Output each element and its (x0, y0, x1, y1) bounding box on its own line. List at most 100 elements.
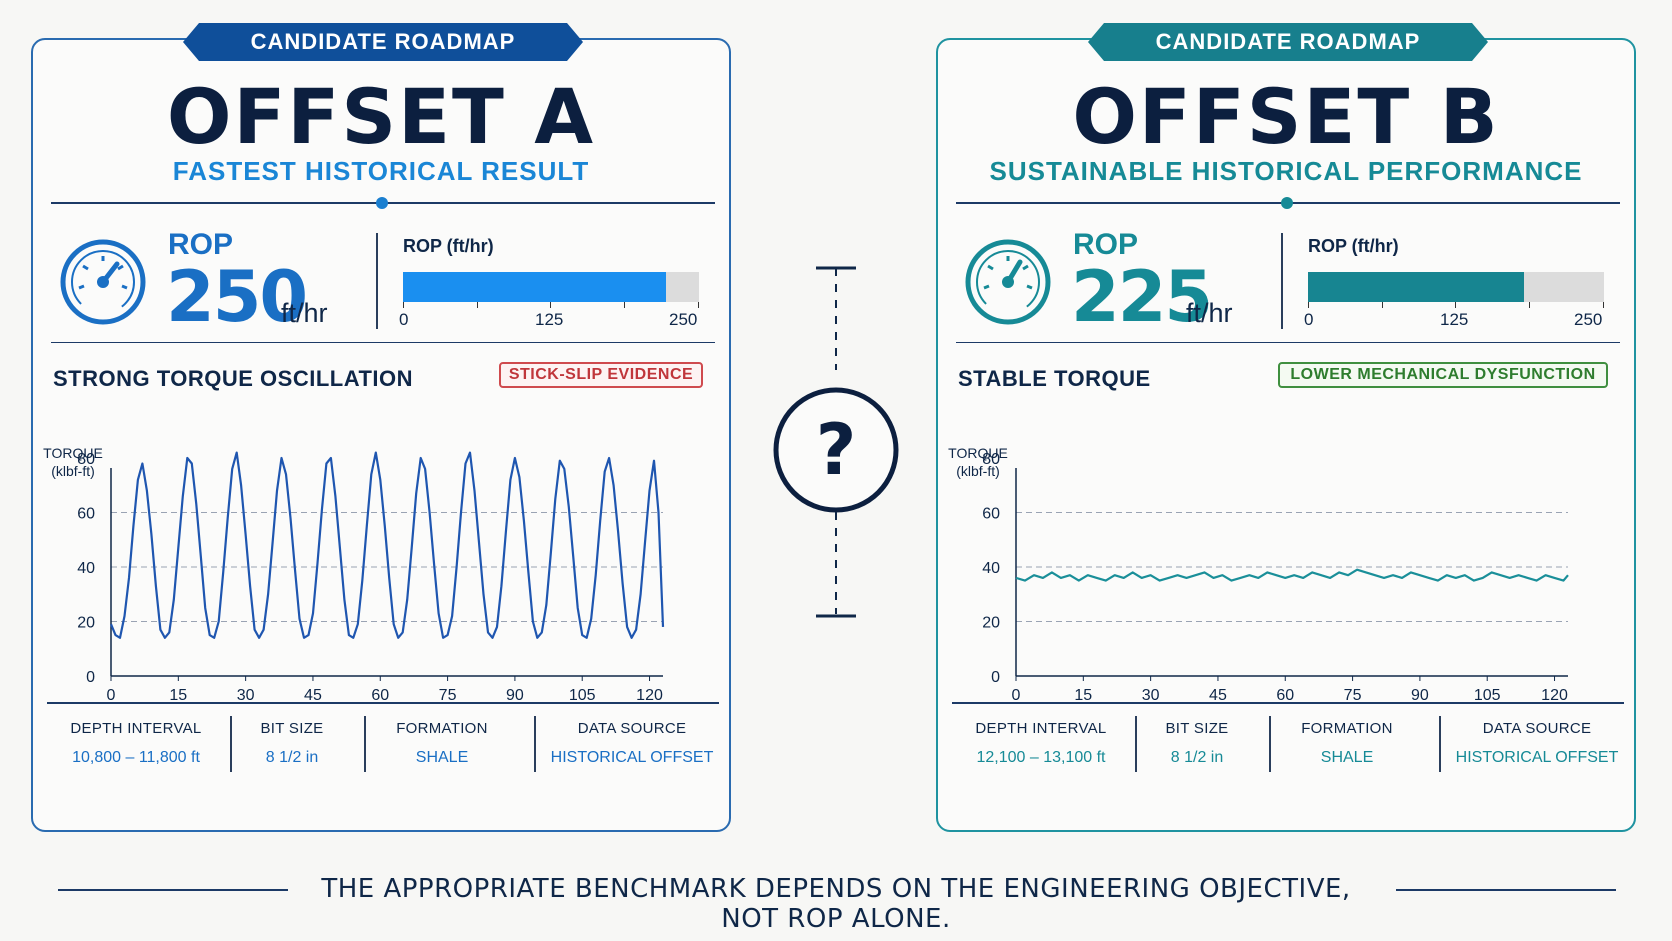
rop-unit: ft/hr (1186, 298, 1233, 328)
y-tick-label: 60 (982, 506, 1000, 523)
y-tick-label: 20 (77, 615, 95, 632)
divider (51, 197, 715, 209)
x-tick-label: 0 (107, 687, 116, 700)
lower-dysfunction-badge: LOWER MECHANICAL DYSFUNCTION (1278, 362, 1608, 388)
offset-subtitle: FASTEST HISTORICAL RESULT (172, 156, 590, 186)
footer-value: HISTORICAL OFFSET (1455, 749, 1619, 766)
footer-conclusion: THE APPROPRIATE BENCHMARK DEPENDS ON THE… (321, 874, 1351, 934)
torque-panel-title: STRONG TORQUE OSCILLATION (53, 366, 414, 391)
x-tick-label: 45 (1209, 687, 1227, 700)
x-tick-label: 120 (1541, 687, 1568, 700)
footer-value: 12,100 – 13,100 ft (976, 749, 1106, 766)
x-tick-label: 120 (636, 687, 663, 700)
footer-data-source: DATA SOURCE HISTORICAL OFFSET (537, 716, 727, 780)
footer-value: 8 1/2 in (265, 749, 319, 766)
footer-separator (230, 716, 232, 772)
x-tick-label: 90 (1411, 687, 1429, 700)
x-tick-label: 75 (439, 687, 457, 700)
rop-bar-title: ROP (ft/hr) (1308, 236, 1399, 256)
x-tick-label: 90 (506, 687, 524, 700)
rop-bar-tick-label: 125 (1440, 310, 1469, 329)
rop-label: ROP (1073, 228, 1139, 261)
footer-bit-size: BIT SIZE 8 1/2 in (1138, 716, 1256, 780)
offset-b-card: CANDIDATE ROADMAP OFFSET B SUSTAINABLE H… (936, 23, 1636, 832)
gauge-icon (965, 239, 1051, 325)
y-axis-label: TORQUE (43, 445, 103, 461)
divider-dot (376, 197, 388, 209)
footer-value: 8 1/2 in (1170, 749, 1224, 766)
rop-value: 225 (1071, 256, 1213, 338)
x-tick-label: 105 (569, 687, 596, 700)
rop-bar-fill (1308, 272, 1525, 302)
offset-a-card: CANDIDATE ROADMAP OFFSET A FASTEST HISTO… (31, 23, 731, 832)
section-divider (956, 342, 1620, 343)
y-axis-label: (klbf-ft) (51, 463, 95, 479)
rop-bar-tick-label: 125 (535, 310, 564, 329)
footer-bit-size: BIT SIZE 8 1/2 in (233, 716, 351, 780)
stick-slip-badge: STICK-SLIP EVIDENCE (499, 362, 703, 388)
footer-value: SHALE (1320, 749, 1374, 766)
x-tick-label: 15 (169, 687, 187, 700)
candidate-roadmap-ribbon: CANDIDATE ROADMAP (183, 23, 583, 61)
footer-rule-left (58, 889, 288, 891)
gauge-icon (60, 239, 146, 325)
footer-value: SHALE (415, 749, 469, 766)
rop-bar-track (1308, 272, 1604, 302)
question-circle (773, 387, 899, 513)
y-axis-label: TORQUE (948, 445, 1008, 461)
candidate-roadmap-ribbon: CANDIDATE ROADMAP (1088, 23, 1488, 61)
footer-key: BIT SIZE (1165, 720, 1229, 737)
y-tick-label: 80 (77, 451, 95, 468)
footer-key: FORMATION (396, 720, 488, 737)
y-tick-label: 40 (77, 560, 95, 577)
footer-divider (47, 702, 719, 704)
x-tick-label: 60 (1276, 687, 1294, 700)
rop-value: 250 (166, 256, 308, 338)
divider (956, 197, 1620, 209)
footer-separator (1439, 716, 1441, 772)
footer-depth-interval: DEPTH INTERVAL 12,100 – 13,100 ft (956, 716, 1126, 780)
torque-chart: TORQUE (klbf-ft) 0 20 40 60 80 0 15 30 45 60 75 90 105… (43, 445, 665, 700)
divider-dot (1281, 197, 1293, 209)
x-tick-label: 60 (371, 687, 389, 700)
vertical-separator (376, 233, 378, 329)
y-axis-label: (klbf-ft) (956, 463, 1000, 479)
rop-bar-tick-label: 250 (669, 310, 698, 329)
rop-bar-tick-label: 250 (1574, 310, 1603, 329)
footer-value: 10,800 – 11,800 ft (72, 749, 200, 766)
question-mark-icon: ? (816, 409, 857, 491)
torque-series-line (1015, 568, 1569, 582)
footer-key: DEPTH INTERVAL (975, 720, 1107, 737)
x-tick-label: 75 (1344, 687, 1362, 700)
vertical-separator (1281, 233, 1283, 329)
y-tick-label: 60 (77, 506, 95, 523)
offset-subtitle: SUSTAINABLE HISTORICAL PERFORMANCE (989, 156, 1583, 186)
footer-separator (1135, 716, 1137, 772)
x-tick-label: 45 (304, 687, 322, 700)
footer-depth-interval: DEPTH INTERVAL 10,800 – 11,800 ft (51, 716, 221, 780)
footer-key: FORMATION (1301, 720, 1393, 737)
rop-bar-track (403, 272, 699, 302)
y-tick-label: 0 (991, 669, 1000, 686)
rop-bar-tick-label: 0 (1304, 310, 1314, 329)
y-tick-label: 0 (86, 669, 95, 686)
comparison-question-marker: ? (773, 266, 899, 618)
footer-key: DATA SOURCE (1482, 720, 1592, 737)
footer-key: DATA SOURCE (577, 720, 687, 737)
rop-bar-ticks (403, 302, 699, 310)
footer-divider (952, 702, 1624, 704)
torque-panel-title: STABLE TORQUE (958, 366, 1151, 391)
footer-formation: FORMATION SHALE (1272, 716, 1422, 780)
rop-bar-fill (403, 272, 667, 302)
x-tick-label: 15 (1074, 687, 1092, 700)
x-tick-label: 30 (1142, 687, 1160, 700)
rop-bar-tick-label: 0 (399, 310, 409, 329)
x-tick-label: 105 (1474, 687, 1501, 700)
footer-formation: FORMATION SHALE (367, 716, 517, 780)
footer-rule-right (1396, 889, 1616, 891)
footer-separator (364, 716, 366, 772)
offset-title: OFFSET A (166, 72, 596, 161)
offset-title: OFFSET B (1072, 72, 1500, 161)
footer-key: DEPTH INTERVAL (70, 720, 202, 737)
rop-bar-ticks (1308, 302, 1604, 310)
